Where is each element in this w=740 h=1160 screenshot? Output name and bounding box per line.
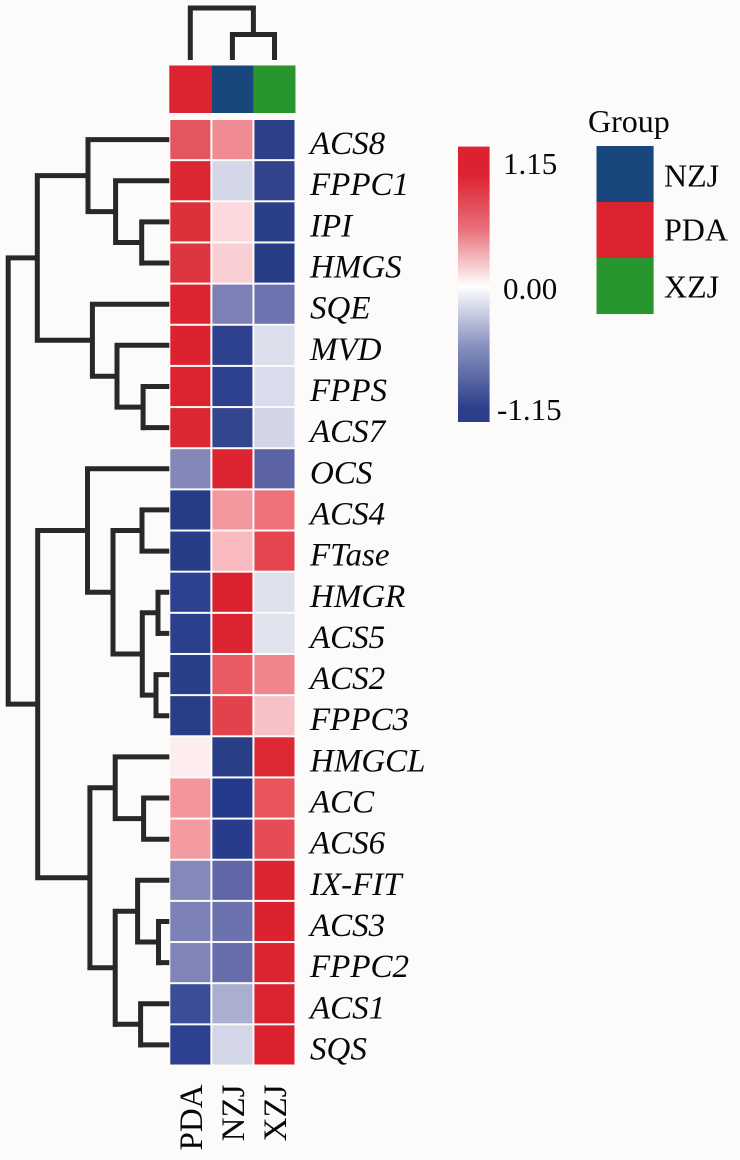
svg-text:ACS1: ACS1 — [308, 990, 385, 1026]
svg-text:IPI: IPI — [309, 208, 354, 244]
svg-text:XZJ: XZJ — [664, 269, 719, 305]
svg-text:HMGS: HMGS — [309, 250, 402, 286]
svg-text:FPPS: FPPS — [309, 373, 387, 409]
svg-text:NZJ: NZJ — [664, 158, 719, 194]
svg-text:IX-FIT: IX-FIT — [309, 867, 404, 903]
svg-text:PDA: PDA — [174, 1084, 210, 1150]
svg-text:ACS4: ACS4 — [308, 496, 385, 532]
svg-text:1.15: 1.15 — [503, 146, 557, 181]
svg-text:ACS3: ACS3 — [308, 908, 385, 944]
svg-text:SQE: SQE — [310, 291, 371, 327]
svg-text:ACS8: ACS8 — [308, 126, 386, 162]
svg-text:FTase: FTase — [309, 538, 389, 574]
svg-text:-1.15: -1.15 — [497, 392, 562, 427]
svg-text:MVD: MVD — [309, 332, 382, 368]
svg-text:FPPC1: FPPC1 — [309, 167, 409, 203]
svg-text:FPPC2: FPPC2 — [309, 949, 409, 985]
svg-text:FPPC3: FPPC3 — [309, 702, 409, 738]
svg-text:ACS6: ACS6 — [308, 826, 386, 862]
svg-text:HMGCL: HMGCL — [309, 743, 426, 779]
svg-text:PDA: PDA — [664, 212, 728, 248]
svg-text:OCS: OCS — [310, 455, 372, 491]
svg-text:XZJ: XZJ — [258, 1084, 294, 1141]
svg-text:ACC: ACC — [308, 785, 375, 821]
svg-text:ACS2: ACS2 — [308, 661, 385, 697]
svg-text:NZJ: NZJ — [216, 1084, 252, 1141]
svg-text:SQS: SQS — [310, 1031, 367, 1067]
svg-text:HMGR: HMGR — [309, 579, 405, 615]
svg-text:ACS5: ACS5 — [308, 620, 385, 656]
svg-text:0.00: 0.00 — [503, 271, 557, 306]
svg-text:Group: Group — [588, 103, 670, 139]
svg-text:ACS7: ACS7 — [308, 414, 387, 450]
